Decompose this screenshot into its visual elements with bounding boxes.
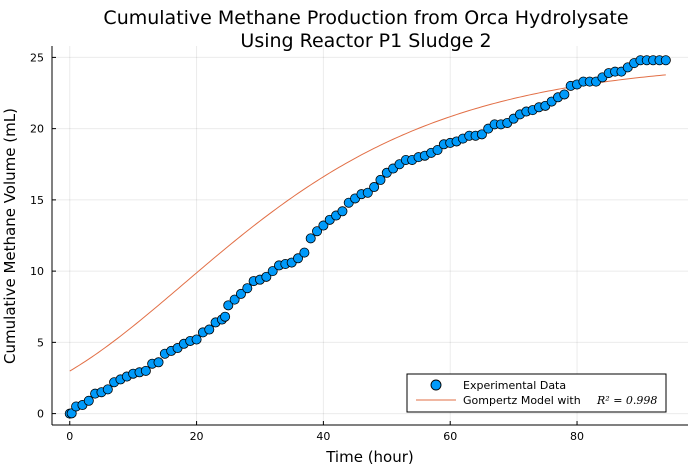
data-point [476, 129, 487, 140]
data-point [660, 55, 671, 66]
y-tick-label: 10 [30, 265, 44, 278]
data-point [102, 384, 113, 395]
data-point [369, 182, 380, 193]
data-point [293, 253, 304, 264]
y-tick-label: 0 [37, 408, 44, 421]
data-point [204, 324, 215, 335]
legend-box [406, 373, 667, 413]
data-point [223, 300, 234, 311]
data-point [312, 226, 323, 237]
x-tick-label: 60 [443, 430, 457, 443]
data-point [305, 233, 316, 244]
data-point [299, 247, 310, 258]
data-point [191, 334, 202, 345]
data-point [559, 89, 570, 100]
data-point [229, 294, 240, 305]
data-point [242, 283, 253, 294]
data-point [432, 145, 443, 156]
data-point [318, 220, 329, 231]
x-tick-label: 0 [66, 430, 73, 443]
x-axis-label: Time (hour) [325, 448, 414, 466]
data-point [140, 365, 151, 376]
data-point [362, 187, 373, 198]
data-point [267, 266, 278, 277]
y-tick-label: 15 [30, 194, 44, 207]
data-point [235, 288, 246, 299]
legend-label-gompertz: Gompertz Model with [463, 394, 581, 407]
data-point [220, 311, 231, 322]
grid [52, 46, 688, 425]
legend: Experimental Data Gompertz Model with R²… [406, 373, 667, 413]
chart-title-line1: Cumulative Methane Production from Orca … [103, 7, 628, 29]
x-tick-label: 80 [570, 430, 584, 443]
legend-marker-experimental [430, 379, 442, 391]
gompertz-model-line [69, 74, 666, 372]
legend-label-experimental: Experimental Data [463, 379, 566, 392]
gompertz-model-series [69, 74, 666, 372]
y-ticks: 0 5 10 15 20 25 [30, 51, 56, 421]
data-point [337, 206, 348, 217]
chart-title-line2: Using Reactor P1 Sludge 2 [240, 30, 491, 52]
x-tick-label: 40 [316, 430, 330, 443]
y-tick-label: 25 [30, 51, 44, 64]
data-point [83, 395, 94, 406]
data-point [261, 271, 272, 282]
experimental-data-series [64, 55, 671, 419]
x-ticks: 0 20 40 60 80 [66, 421, 584, 443]
y-tick-label: 5 [37, 336, 44, 349]
data-point [153, 357, 164, 368]
y-axis-label: Cumulative Methane Volume (mL) [1, 108, 19, 364]
y-tick-label: 20 [30, 123, 44, 136]
x-tick-label: 20 [190, 430, 204, 443]
legend-label-gompertz-r2: R² = 0.998 [596, 394, 657, 407]
data-point [375, 174, 386, 185]
